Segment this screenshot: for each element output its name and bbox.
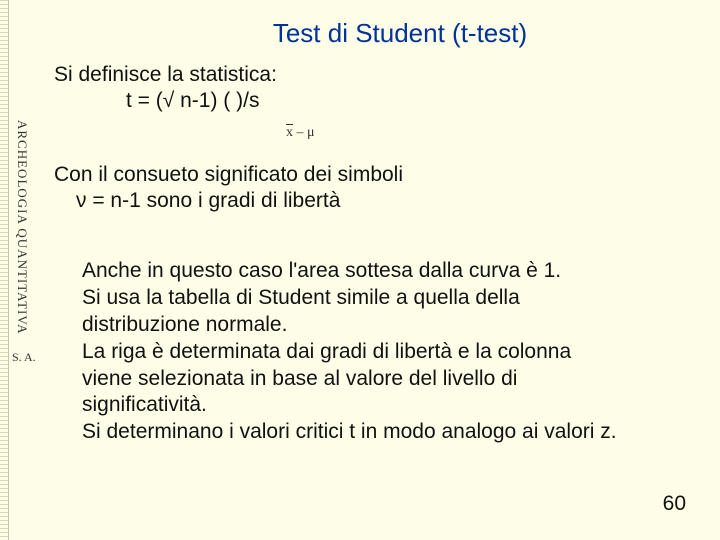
vertical-course-label: ARCHEOLOGIA QUANTITATIVA	[14, 120, 30, 334]
meaning-line1: Con il consueto significato dei simboli	[54, 162, 403, 188]
minus-sep: –	[293, 125, 307, 140]
decoration-strip	[0, 0, 9, 540]
explanation-paragraph: Anche in questo caso l'area sottesa dall…	[82, 258, 680, 446]
para-line7: Si determinano i valori critici t in mod…	[82, 419, 680, 446]
para-line3: distribuzione normale.	[82, 312, 680, 339]
definition-formula: t = (√ n-1) ( )/s	[54, 88, 277, 114]
para-line1: Anche in questo caso l'area sottesa dall…	[82, 258, 680, 285]
slide-title: Test di Student (t-test)	[0, 18, 680, 49]
meaning-line2: ν = n-1 sono i gradi di libertà	[54, 188, 403, 214]
mu-symbol: μ	[307, 125, 315, 140]
para-line5: viene selezionata in base al valore del …	[82, 366, 680, 393]
para-line2: Si usa la tabella di Student simile a qu…	[82, 285, 680, 312]
para-line4: La riga è determinata dai gradi di liber…	[82, 339, 680, 366]
author-initials: S. A.	[12, 350, 36, 365]
page-number: 60	[663, 492, 686, 516]
meaning-block: Con il consueto significato dei simboli …	[54, 162, 403, 215]
formula-symbols: x – μ	[286, 125, 315, 141]
definition-line1: Si definisce la statistica:	[54, 62, 277, 88]
x-bar-symbol: x	[286, 125, 293, 140]
para-line6: significatività.	[82, 392, 680, 419]
definition-block: Si definisce la statistica: t = (√ n-1) …	[54, 62, 277, 115]
